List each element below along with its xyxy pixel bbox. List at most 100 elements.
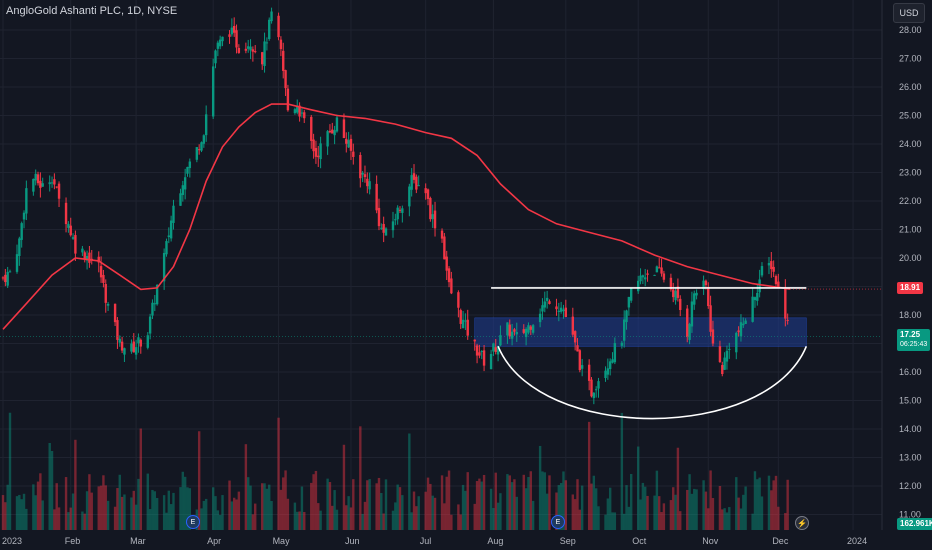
volume-bar bbox=[737, 497, 740, 530]
volume-bar bbox=[20, 499, 23, 530]
volume-bar bbox=[524, 488, 528, 530]
candle-body bbox=[57, 183, 61, 199]
volume-bar bbox=[728, 507, 731, 530]
candle-body bbox=[753, 297, 757, 301]
candle-body bbox=[254, 51, 257, 53]
candle-body bbox=[702, 280, 705, 290]
volume-bar bbox=[1, 495, 5, 530]
candle-body bbox=[85, 256, 89, 261]
moving-average-line[interactable] bbox=[2, 103, 791, 330]
candle-body bbox=[429, 198, 432, 220]
candle-body bbox=[104, 284, 107, 303]
volume-bar bbox=[774, 475, 778, 530]
volume-bar bbox=[380, 493, 383, 530]
volume-bar bbox=[473, 503, 476, 530]
candle-body bbox=[261, 52, 264, 65]
y-tick-label: 27.00 bbox=[899, 54, 922, 64]
volume-bar bbox=[118, 474, 121, 530]
volume-bar bbox=[113, 506, 117, 530]
candle-body bbox=[88, 252, 91, 263]
volume-bar bbox=[165, 512, 168, 530]
candle-body bbox=[303, 112, 306, 119]
candle-body bbox=[611, 359, 614, 363]
y-tick-label: 11.00 bbox=[899, 510, 921, 520]
candle-body bbox=[102, 274, 105, 283]
candle-body bbox=[235, 30, 238, 48]
candle-body bbox=[1, 277, 5, 279]
candle-body bbox=[646, 273, 649, 275]
price-axis[interactable]: 28.00 27.00 26.00 25.00 24.00 23.00 22.00 21.00… bbox=[881, 0, 922, 530]
volume-bar bbox=[235, 499, 238, 530]
volume-bar bbox=[433, 497, 437, 530]
earnings-icon[interactable]: E bbox=[551, 515, 565, 529]
candle-body bbox=[548, 301, 551, 304]
candle-body bbox=[298, 105, 301, 117]
candle-body bbox=[688, 323, 691, 340]
y-tick-label: 23.00 bbox=[899, 168, 922, 178]
candlestick-series bbox=[1, 7, 789, 405]
volume-bar bbox=[102, 475, 105, 530]
time-axis[interactable]: 2023 Feb Mar Apr May Jun Jul Aug Sep Oct Nov Dec 202… bbox=[2, 536, 867, 546]
candle-body bbox=[181, 185, 185, 195]
candle-body bbox=[99, 266, 103, 278]
volume-bar bbox=[22, 493, 26, 530]
volume-bar bbox=[611, 512, 614, 530]
volume-bar bbox=[576, 479, 579, 530]
bar-countdown: 06:25:43 bbox=[900, 341, 928, 348]
volume-bar bbox=[375, 483, 378, 530]
candle-body bbox=[48, 182, 51, 185]
y-tick-label: 16.00 bbox=[899, 367, 922, 377]
volume-bar bbox=[359, 426, 362, 530]
candle-body bbox=[686, 308, 689, 338]
x-tick-label: Jul bbox=[420, 536, 432, 546]
candle-body bbox=[120, 341, 124, 351]
candle-body bbox=[394, 219, 397, 221]
lightning-icon[interactable]: ⚡ bbox=[795, 516, 809, 530]
candle-body bbox=[751, 296, 754, 322]
volume-bar bbox=[415, 506, 418, 530]
volume-bar bbox=[541, 471, 544, 530]
candle-body bbox=[359, 154, 362, 179]
volume-bar bbox=[146, 473, 149, 530]
candle-body bbox=[742, 323, 745, 326]
volume-bar bbox=[482, 474, 486, 530]
volume-bar bbox=[606, 498, 610, 530]
volume-bar bbox=[499, 493, 502, 530]
volume-bar bbox=[214, 496, 217, 530]
candle-body bbox=[417, 185, 420, 187]
volume-bar bbox=[744, 486, 747, 530]
volume-bar bbox=[162, 495, 166, 530]
support-zone[interactable] bbox=[474, 317, 807, 347]
volume-bar bbox=[57, 507, 61, 530]
candle-body bbox=[674, 290, 677, 301]
volume-bar bbox=[707, 508, 710, 530]
candle-body bbox=[576, 345, 579, 352]
candle-body bbox=[543, 301, 546, 308]
cup-arc[interactable] bbox=[497, 346, 808, 420]
earnings-icon[interactable]: E bbox=[186, 515, 200, 529]
y-tick-label: 13.00 bbox=[899, 453, 922, 463]
volume-bar bbox=[571, 494, 575, 530]
candle-body bbox=[555, 306, 558, 310]
candle-body bbox=[496, 345, 500, 355]
x-tick-label: 2024 bbox=[847, 536, 867, 546]
x-tick-label: Aug bbox=[487, 536, 503, 546]
candle-body bbox=[695, 292, 698, 296]
candle-body bbox=[130, 343, 133, 352]
candle-body bbox=[480, 351, 483, 353]
currency-button[interactable]: USD bbox=[893, 3, 925, 23]
candle-body bbox=[450, 278, 453, 294]
candle-body bbox=[368, 181, 371, 190]
candle-body bbox=[489, 353, 493, 370]
candle-body bbox=[179, 193, 182, 206]
y-tick-label: 21.00 bbox=[899, 225, 922, 235]
volume-bar bbox=[284, 470, 287, 530]
candle-body bbox=[151, 302, 154, 316]
candle-body bbox=[723, 357, 726, 370]
volume-bar bbox=[674, 494, 677, 530]
volume-bar bbox=[655, 470, 659, 530]
volume-bar bbox=[758, 477, 761, 530]
candle-body bbox=[284, 70, 287, 89]
volume-bar bbox=[723, 508, 726, 530]
